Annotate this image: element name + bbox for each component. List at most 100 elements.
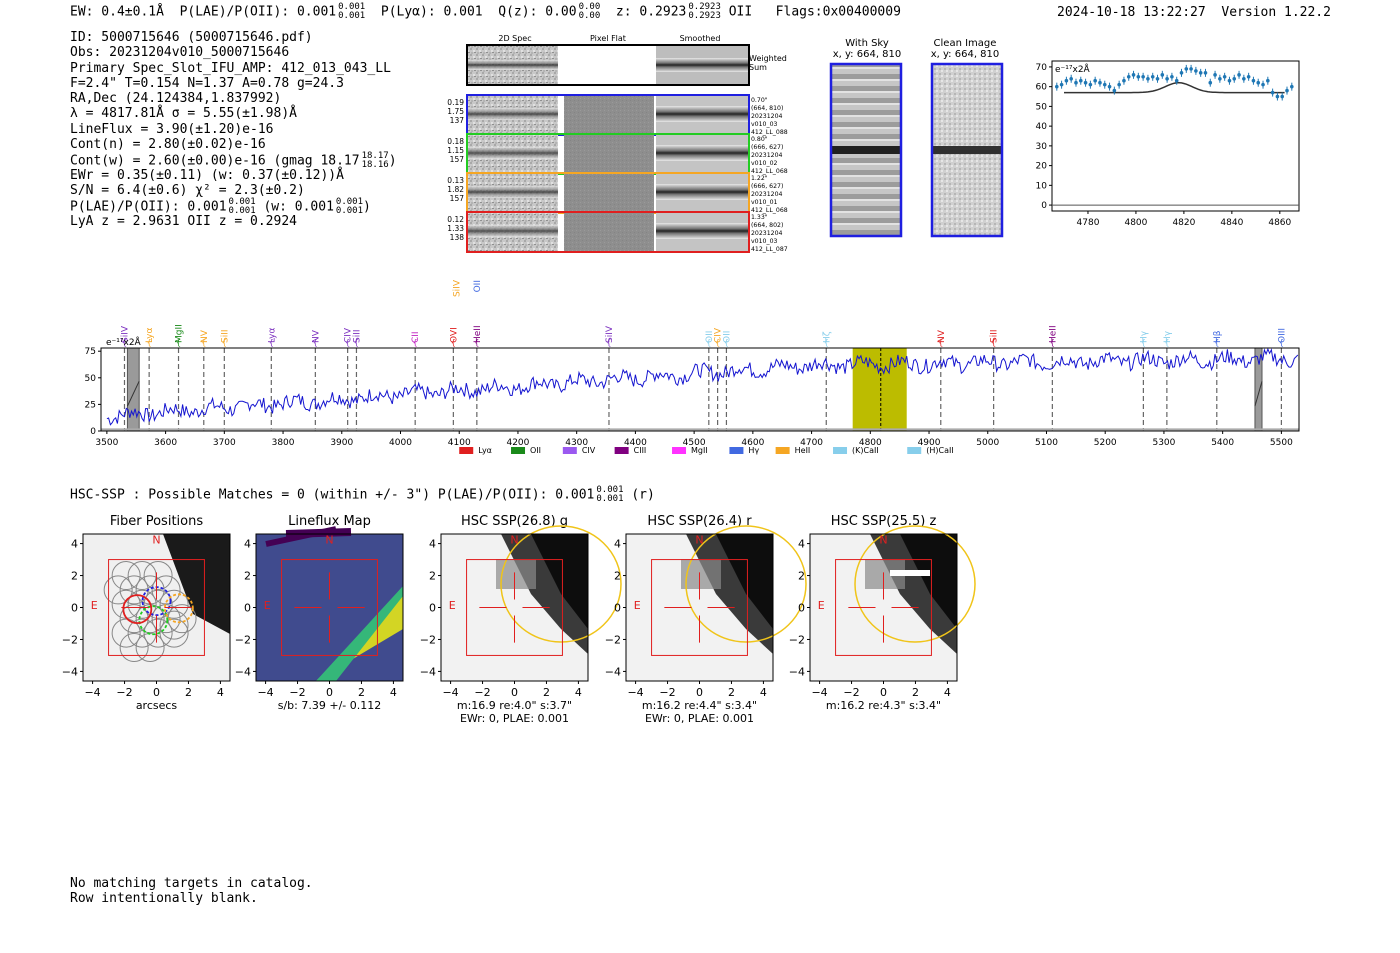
panel-y-tick-label: −4 xyxy=(605,665,621,678)
header-z: z: 0.2923 xyxy=(615,4,687,20)
spectrum-masked-region xyxy=(126,347,140,432)
legend-label: Lyα xyxy=(478,446,492,455)
zoom-data-point xyxy=(1266,78,1270,83)
cutout-right-value: 1.33" xyxy=(751,214,768,221)
spectrum-line-label: Hβ xyxy=(1213,330,1223,343)
hsc-aperture-ellipse xyxy=(685,525,807,643)
zoom-data-point xyxy=(1088,82,1093,87)
zoom-x-tick-label: 4800 xyxy=(1124,218,1147,228)
panel-y-tick-label: 2 xyxy=(71,570,78,583)
spectrum-x-tick-label: 5400 xyxy=(1211,438,1234,448)
spectrum-x-tick-label: 5200 xyxy=(1094,438,1117,448)
cutout-right-value: 0.80" xyxy=(751,136,768,143)
panel-x-tick-label: 4 xyxy=(217,686,224,699)
zoom-data-point xyxy=(1213,73,1217,77)
compass-east: E xyxy=(91,599,98,612)
panel-y-tick-label: 2 xyxy=(429,570,436,583)
header-plae-hi: 0.001 xyxy=(338,2,366,12)
info-ewr: EWr = 0.35(±0.11) (w: 0.37(±0.12))Å xyxy=(70,167,344,183)
cutout-right-value: 0.70" xyxy=(751,97,768,104)
spectrum-line-bracket: { xyxy=(1164,338,1169,347)
zoom-data-point xyxy=(1141,74,1145,79)
spectrum-y-tick-label: 50 xyxy=(85,374,97,384)
info-plae-hi: 0.001 xyxy=(228,197,256,208)
spectrum-x-tick-label: 3500 xyxy=(95,438,118,448)
cutout-right-value: (666, 627) xyxy=(751,144,783,151)
spectrum-line-bracket: { xyxy=(606,338,611,347)
cutout-right-value: 20231204 xyxy=(751,230,783,237)
spectrum-line-bracket: { xyxy=(706,338,711,347)
zoom-model-curve xyxy=(1064,81,1285,94)
cutout-left-value: 0.13 xyxy=(447,176,464,185)
cutout-right-value: v010_02 xyxy=(751,160,778,167)
spectrum-line-bracket: { xyxy=(269,338,274,347)
spectrum-line-bracket: { xyxy=(451,338,456,347)
header-summary: EW: 0.4±0.1Å P(LAE)/P(OII): 0.001 0.001 0.… xyxy=(70,3,901,21)
info-lyaz: LyA z = 2.9631 OII z = 0.2924 xyxy=(70,213,297,229)
with-sky-image xyxy=(829,62,903,238)
info-plae-text: P(LAE)/P(OII): 0.001 xyxy=(70,199,227,215)
zoom-data-point xyxy=(1083,80,1088,85)
panel-y-tick-label: −4 xyxy=(235,665,251,678)
zoom-data-point xyxy=(1150,74,1155,79)
panel-y-tick-label: 2 xyxy=(614,570,621,583)
zoom-data-point xyxy=(1170,74,1174,79)
cutout-right-value: (664, 810) xyxy=(751,105,783,112)
cutout-2dspec-trace xyxy=(468,186,558,198)
zoom-data-point xyxy=(1222,74,1227,79)
zoom-data-point xyxy=(1078,78,1083,83)
spectrum-line-bracket: { xyxy=(413,338,418,347)
spectrum-line-bracket: { xyxy=(938,338,943,347)
panel-title: Lineflux Map xyxy=(288,514,371,529)
panel-x-tick-label: 4 xyxy=(944,686,951,699)
legend-swatch xyxy=(907,447,922,454)
spectrum-line-label: OII xyxy=(722,331,732,343)
zoom-y-tick-label: 60 xyxy=(1036,83,1048,93)
with-sky-xy: x, y: 664, 810 xyxy=(832,49,902,60)
compass-north: N xyxy=(510,534,518,547)
zoom-data-point xyxy=(1126,74,1131,79)
spectrum-line-bracket: { xyxy=(991,338,996,347)
hsc-aperture-ellipse xyxy=(500,525,622,643)
panel-x-tick-label: −4 xyxy=(442,686,458,699)
panel-x-tick-label: −2 xyxy=(659,686,675,699)
panel-y-tick-label: 2 xyxy=(244,570,251,583)
region-box xyxy=(651,559,748,656)
panel-x-tick-label: −2 xyxy=(474,686,490,699)
weighted-sum-label-2: Sum xyxy=(749,63,767,72)
cutout-col-smoothed: Smoothed xyxy=(680,34,721,43)
zoom-data-point xyxy=(1189,67,1193,71)
spectrum-x-tick-label: 4000 xyxy=(389,438,412,448)
spectrum-line-label: SiIV xyxy=(120,325,130,343)
spectrum-line-label: OII xyxy=(705,331,715,343)
header-plae: P(LAE)/P(OII): 0.001 xyxy=(179,4,337,20)
zoom-data-point xyxy=(1160,73,1165,77)
cutout-right-value: 1.22" xyxy=(751,175,768,182)
panel-y-tick-label: −2 xyxy=(605,633,621,646)
cutout-left-value: 1.33 xyxy=(447,224,464,233)
spectrum-line-bracket: { xyxy=(1279,338,1284,347)
spectrum-line-bracket: { xyxy=(313,338,318,347)
spectrum-x-tick-label: 4800 xyxy=(859,438,882,448)
info-sn: S/N = 6.4(±0.6) χ² = 2.3(±0.2) xyxy=(70,182,305,198)
panel-y-tick-label: 4 xyxy=(71,538,78,551)
compass-north: N xyxy=(325,534,333,547)
info-plae-w-end: ) xyxy=(363,199,371,215)
spectrum-y-axis-label: e⁻¹⁷x2Å xyxy=(106,336,142,348)
panel-y-tick-label: −4 xyxy=(420,665,436,678)
info-contw: Cont(w) = 2.60(±0.00)e-16 (gmag 18.17 18.… xyxy=(70,152,397,170)
panel-x-tick-label: 0 xyxy=(696,686,703,699)
zoom-data-point xyxy=(1237,73,1241,77)
spectrum-line-label: OVI xyxy=(449,327,459,343)
fiber-circle xyxy=(151,575,181,605)
zoom-y-tick-label: 0 xyxy=(1041,201,1047,211)
fiber-circle xyxy=(159,589,189,619)
spectrum-line-label: Hγ xyxy=(1163,330,1173,343)
header-qz: Q(z): 0.00 xyxy=(498,4,577,20)
zoom-data-point xyxy=(1117,82,1121,87)
cutout-right-value: 20231204 xyxy=(751,152,783,159)
